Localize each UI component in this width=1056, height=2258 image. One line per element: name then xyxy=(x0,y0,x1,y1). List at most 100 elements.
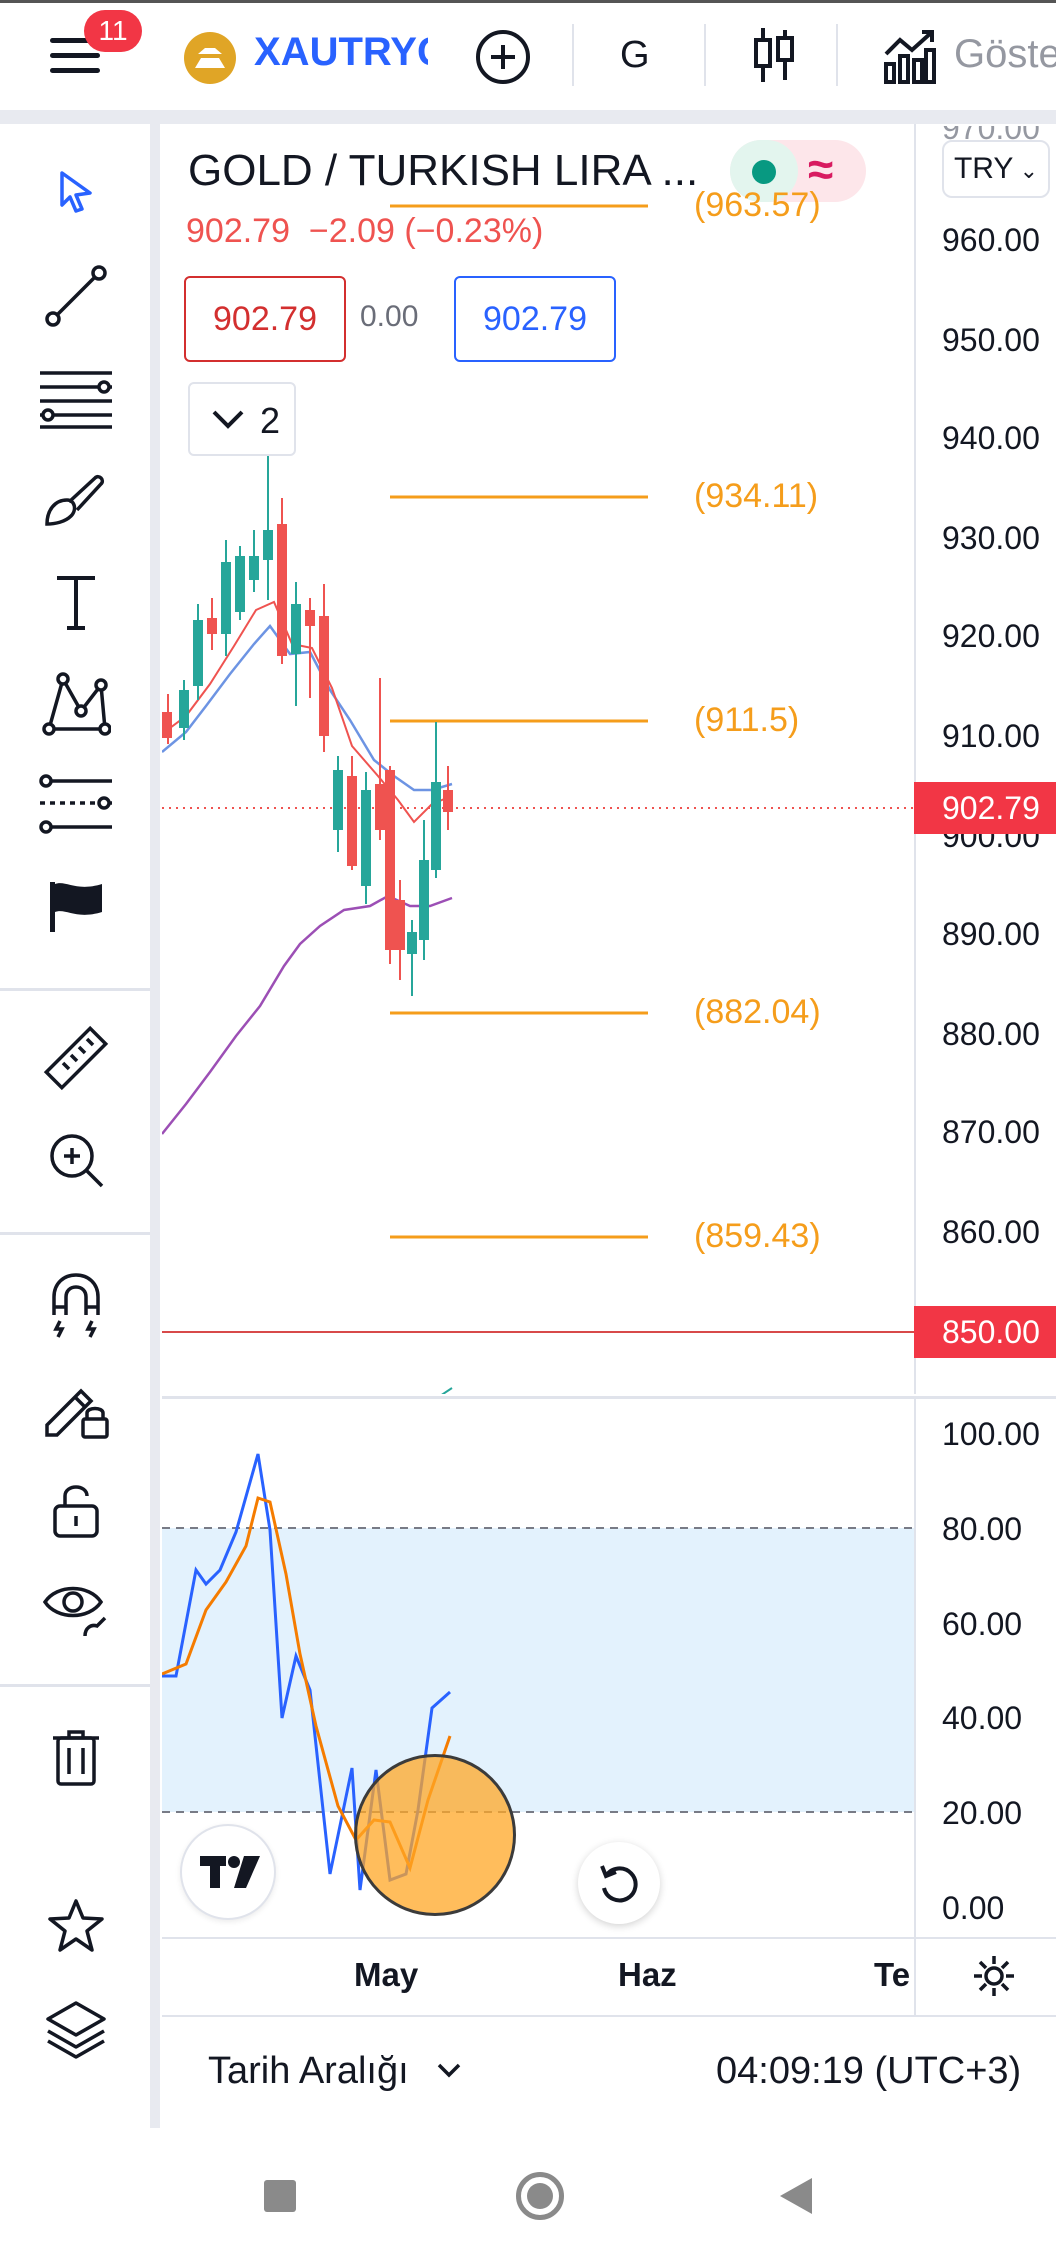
buy-button[interactable]: 902.79 xyxy=(454,276,616,362)
chevron-down-icon: ⌄ xyxy=(1013,158,1038,183)
reset-icon xyxy=(600,1865,638,1903)
market-open-dot xyxy=(752,160,776,184)
indicators-icon[interactable] xyxy=(882,28,936,89)
ma-long-line xyxy=(161,894,453,1135)
fib-label: (882.04) xyxy=(694,993,821,1031)
toolbar-group-separator xyxy=(0,1684,150,1687)
indicators-label[interactable]: Göste xyxy=(954,32,1056,76)
currency-label: TRY xyxy=(953,152,1014,185)
prediction-icon[interactable] xyxy=(36,764,116,844)
brush-icon[interactable] xyxy=(36,460,116,540)
chevron-down-icon[interactable] xyxy=(436,2062,462,2085)
drawing-toolbar-edge xyxy=(150,124,160,2128)
notification-badge: 11 xyxy=(84,10,142,52)
layers-icon[interactable] xyxy=(36,1990,116,2070)
tradingview-logo[interactable] xyxy=(180,1824,276,1920)
recent-apps-button[interactable] xyxy=(264,2180,296,2212)
fib-label: (859.43) xyxy=(694,1217,821,1255)
back-button[interactable] xyxy=(780,2178,812,2214)
time-label: Haz xyxy=(618,1956,677,1993)
stochastic-pane[interactable] xyxy=(161,1399,914,1937)
reset-chart-button[interactable] xyxy=(578,1842,660,1924)
menu-button[interactable] xyxy=(44,28,108,84)
flag-icon[interactable] xyxy=(36,866,116,946)
unlock-icon[interactable] xyxy=(36,1470,116,1550)
delayed-data-icon: ≈ xyxy=(808,143,834,195)
ma-mid-line xyxy=(161,623,453,792)
magnet-icon[interactable] xyxy=(36,1266,116,1346)
compare-symbol-button[interactable] xyxy=(476,30,530,84)
price-tick: 930.00 xyxy=(942,520,1040,556)
toolbar-separator xyxy=(704,24,706,86)
star-icon[interactable] xyxy=(36,1886,116,1966)
fib-retracement-icon[interactable] xyxy=(36,358,116,438)
zoom-in-icon[interactable] xyxy=(36,1120,116,1200)
osc-tick: 20.00 xyxy=(942,1795,1023,1831)
lock-drawing-icon[interactable] xyxy=(36,1368,116,1448)
fib-label: (934.11) xyxy=(694,477,819,515)
price-tick: 960.00 xyxy=(942,222,1040,258)
time-label: May xyxy=(354,1956,419,1993)
trend-line-icon[interactable] xyxy=(36,256,116,336)
eye-icon[interactable] xyxy=(36,1570,116,1650)
ma-short-line xyxy=(161,600,453,824)
osc-tick: 100.00 xyxy=(942,1416,1040,1452)
bottom-toolbar xyxy=(162,2015,1056,2125)
price-change: −2.09 (−0.23%) xyxy=(308,212,544,250)
spread-value: 0.00 xyxy=(360,300,419,333)
touch-indicator xyxy=(354,1754,516,1916)
price-tick: 860.00 xyxy=(942,1214,1040,1250)
gold-symbol-icon xyxy=(184,32,236,84)
toolbar-divider xyxy=(0,110,1056,124)
cursor-icon[interactable] xyxy=(36,152,116,232)
gear-icon[interactable] xyxy=(972,1954,1016,2003)
ruler-icon[interactable] xyxy=(36,1018,116,1098)
osc-tick: 60.00 xyxy=(942,1606,1023,1642)
tradingview-logo-icon xyxy=(200,1856,260,1888)
alert-price-label[interactable]: 850.00 xyxy=(914,1306,1056,1358)
candlesticks xyxy=(162,450,453,996)
trash-icon[interactable] xyxy=(36,1718,116,1798)
timezone-clock[interactable]: 04:09:19 (UTC+3) xyxy=(716,2050,1022,2092)
oscillator-scale[interactable] xyxy=(914,1399,1056,1937)
oscillator-svg xyxy=(161,1453,914,1891)
price-scale[interactable] xyxy=(914,124,1056,1394)
indicators-collapse-button[interactable]: 2 xyxy=(188,382,296,456)
home-button[interactable] xyxy=(516,2172,564,2220)
oscillator-band xyxy=(162,1528,914,1812)
sell-button[interactable]: 902.79 xyxy=(184,276,346,362)
interval-button[interactable]: G xyxy=(620,34,650,76)
price-tick: 950.00 xyxy=(942,322,1040,358)
toolbar-group-separator xyxy=(0,1232,150,1235)
axis-divider xyxy=(914,1937,916,2015)
price-change-readout: 902.79 −2.09 (−0.23%) xyxy=(186,212,543,251)
chart-title[interactable]: GOLD / TURKISH LIRA ... xyxy=(188,146,699,195)
osc-tick: 80.00 xyxy=(942,1511,1023,1547)
last-price: 902.79 xyxy=(186,212,290,250)
pattern-icon[interactable] xyxy=(36,664,116,744)
main-chart-pane[interactable] xyxy=(161,124,914,1397)
price-tick: 940.00 xyxy=(942,420,1040,456)
candles-chart-type-icon[interactable] xyxy=(752,26,796,89)
drawing-toolbar xyxy=(0,124,152,2128)
date-range-button[interactable]: Tarih Aralığı xyxy=(208,2050,409,2092)
price-tick: 910.00 xyxy=(942,718,1040,754)
osc-tick: 40.00 xyxy=(942,1700,1023,1736)
time-label: Te xyxy=(874,1956,911,1993)
price-chart-svg xyxy=(161,204,914,1397)
price-tick: 880.00 xyxy=(942,1016,1040,1052)
osc-tick: 0.00 xyxy=(942,1890,1005,1926)
chevron-down-icon xyxy=(212,410,244,429)
line-fragment xyxy=(439,1387,453,1397)
fib-label: (963.57) xyxy=(694,186,821,224)
toolbar-separator xyxy=(836,24,838,86)
pane-separator[interactable] xyxy=(162,1396,1056,1399)
price-tick: 890.00 xyxy=(942,916,1040,952)
currency-select[interactable]: TRY ⌄ xyxy=(942,140,1050,198)
text-icon[interactable] xyxy=(36,562,116,642)
price-tick: 870.00 xyxy=(942,1114,1040,1150)
current-price-label: 902.79 xyxy=(914,782,1056,834)
time-axis[interactable] xyxy=(162,1937,1056,2015)
toolbar-group-separator xyxy=(0,988,150,991)
